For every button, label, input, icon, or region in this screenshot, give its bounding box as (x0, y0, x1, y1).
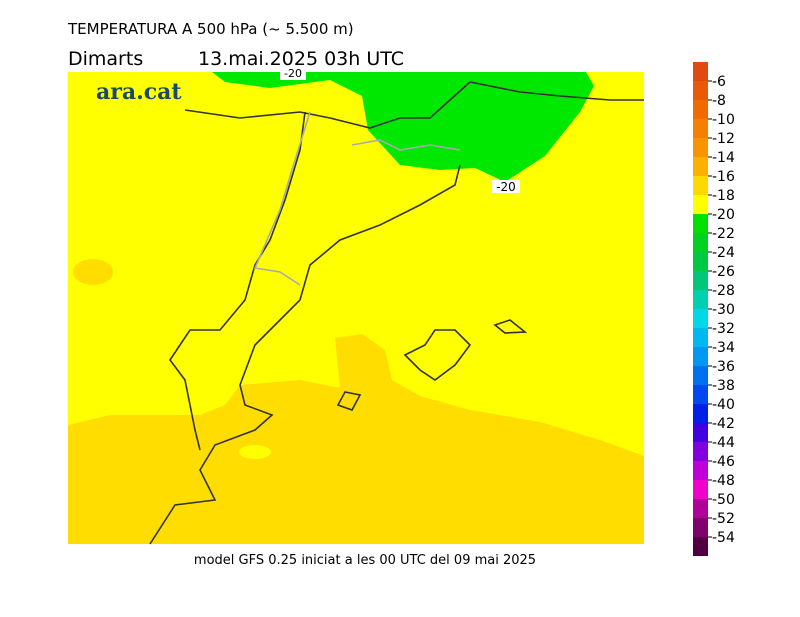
datetime: 13.mai.2025 03h UTC (198, 48, 404, 70)
field-green (212, 72, 594, 182)
colorbar-box (693, 233, 708, 252)
colorbar-label: -42 (712, 416, 735, 432)
colorbar-label: -26 (712, 264, 735, 280)
colorbar-label: -24 (712, 245, 735, 261)
colorbar-label: -8 (712, 93, 726, 109)
colorbar-label: -44 (712, 435, 735, 451)
colorbar-label: -40 (712, 397, 735, 413)
day: Dimarts (68, 48, 143, 70)
colorbar-box (693, 214, 708, 233)
colorbar-box (693, 366, 708, 385)
colorbar-label: -22 (712, 226, 735, 242)
colorbar-box (693, 347, 708, 366)
colorbar-box (693, 157, 708, 176)
colorbar-box (693, 271, 708, 290)
field-gold-blob (73, 259, 113, 285)
island (493, 319, 528, 334)
colorbar-box (693, 480, 708, 499)
colorbar: -6 -8 -10 -12 -14 -16 -18 -20 -22 -24 -26 -28 -30 -32… (693, 62, 735, 556)
colorbar-label: -54 (712, 530, 735, 546)
colorbar-label: -28 (712, 283, 735, 299)
colorbar-box (693, 62, 708, 81)
colorbar-label: -32 (712, 321, 735, 337)
island (336, 391, 362, 411)
contour-label: -20 (284, 67, 302, 80)
colorbar-label: -10 (712, 112, 735, 128)
colorbar-label: -34 (712, 340, 735, 356)
coastline (169, 111, 306, 451)
colorbar-box (693, 499, 708, 518)
footer: model GFS 0.25 iniciat a les 00 UTC del … (194, 553, 536, 568)
colorbar-box (693, 385, 708, 404)
colorbar-box (693, 195, 708, 214)
colorbar-box (693, 252, 708, 271)
colorbar-box (693, 442, 708, 461)
colorbar-label: -46 (712, 454, 735, 470)
field-yellow-blob (239, 445, 271, 459)
colorbar-box (693, 138, 708, 157)
field-gold (68, 334, 644, 544)
colorbar-box (693, 423, 708, 442)
colorbar-box (693, 119, 708, 138)
colorbar-label: -30 (712, 302, 735, 318)
logo: ara.cat (96, 79, 182, 105)
colorbar-label: -36 (712, 359, 735, 375)
colorbar-label: -14 (712, 150, 735, 166)
contour-label-bg (280, 68, 306, 80)
contour-label-bg (492, 180, 520, 193)
border (253, 111, 461, 286)
island (403, 329, 472, 381)
colorbar-box (693, 290, 708, 309)
colorbar-box (693, 309, 708, 328)
colorbar-label: -12 (712, 131, 735, 147)
colorbar-box (693, 537, 708, 556)
colorbar-label: -38 (712, 378, 735, 394)
colorbar-label: -6 (712, 74, 726, 90)
colorbar-box (693, 100, 708, 119)
contour-label: -20 (496, 180, 516, 194)
colorbar-box (693, 518, 708, 537)
colorbar-label: -20 (712, 207, 735, 223)
colorbar-box (693, 404, 708, 423)
colorbar-box (693, 176, 708, 195)
title: TEMPERATURA A 500 hPa (~ 5.500 m) (67, 20, 354, 38)
colorbar-label: -48 (712, 473, 735, 489)
colorbar-label: -50 (712, 492, 735, 508)
coastline (149, 164, 461, 545)
colorbar-label: -52 (712, 511, 735, 527)
map: ara.cat -20 -20 (68, 67, 644, 545)
colorbar-box (693, 328, 708, 347)
colorbar-box (693, 81, 708, 100)
colorbar-label: -16 (712, 169, 735, 185)
coastline (184, 81, 644, 129)
colorbar-label: -18 (712, 188, 735, 204)
colorbar-box (693, 461, 708, 480)
